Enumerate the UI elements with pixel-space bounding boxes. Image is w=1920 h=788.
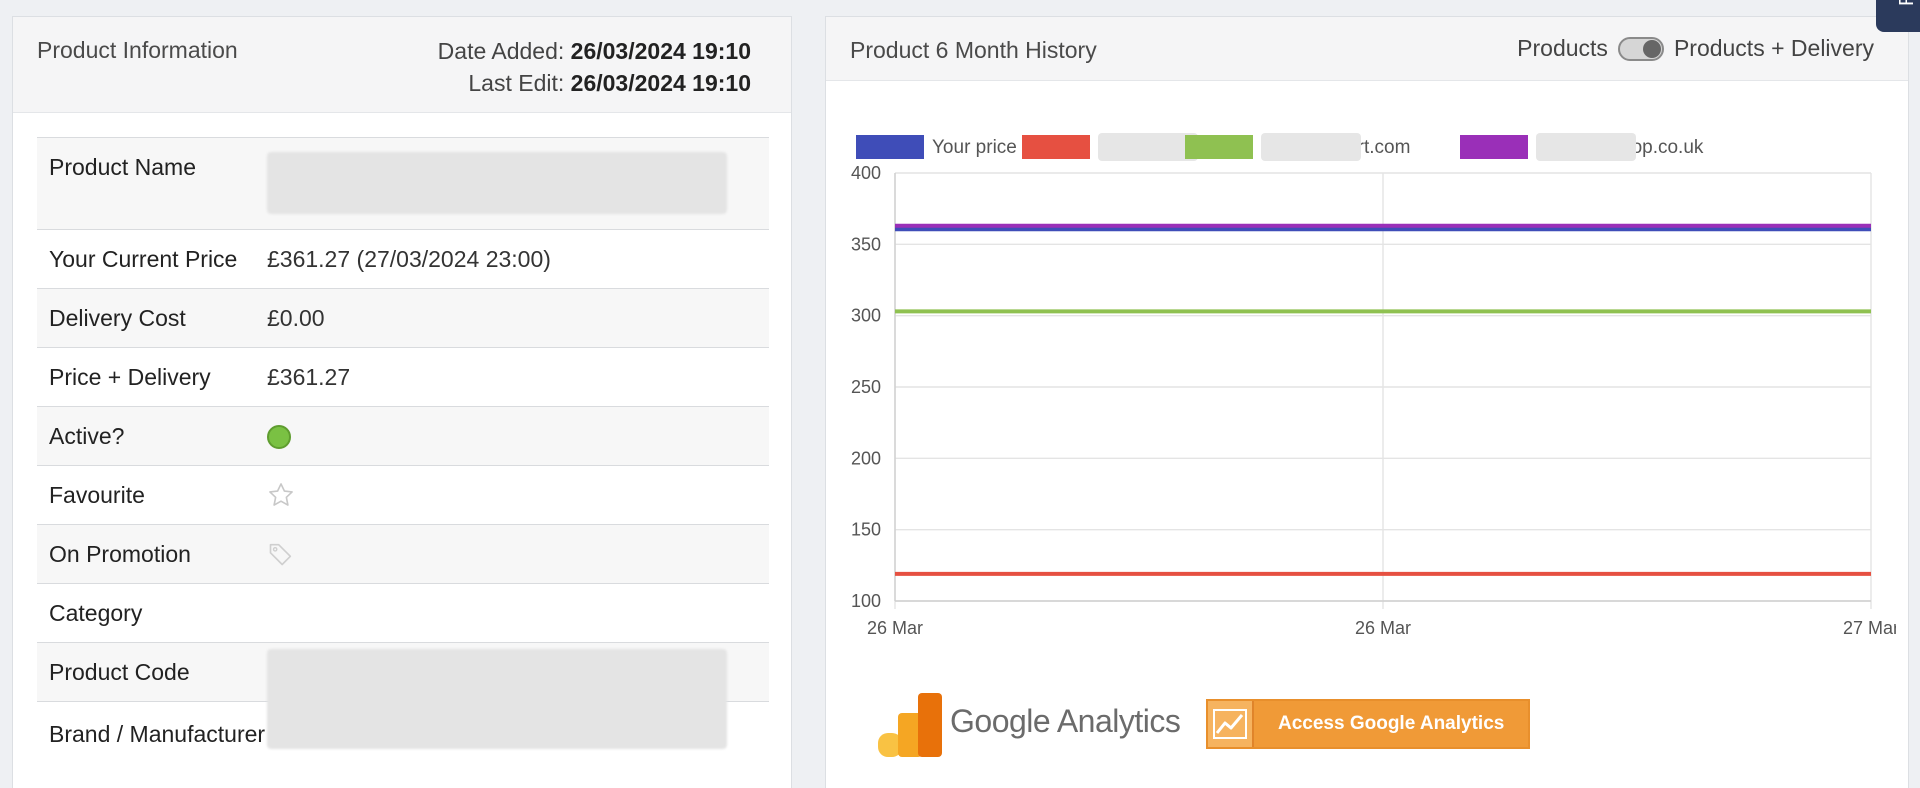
history-panel: Product 6 Month History Products Product… [825, 16, 1909, 788]
product-name-value [267, 137, 769, 230]
category-label: Category [37, 583, 267, 643]
google-analytics-icon [878, 693, 942, 757]
y-tick-label: 350 [851, 234, 881, 254]
brand-label: Brand / Manufacturer [37, 701, 267, 788]
side-tab[interactable]: Re [1876, 0, 1920, 32]
toggle-label-products[interactable]: Products [1517, 35, 1608, 61]
price-mode-toggle: Products Products + Delivery [1517, 35, 1874, 62]
y-tick-label: 200 [851, 448, 881, 468]
google-analytics-text: Google Analytics [950, 703, 1181, 739]
product-code-value [267, 642, 769, 749]
table-row: Active? [37, 406, 769, 466]
table-row: Favourite [37, 465, 769, 525]
table-row: Price + Delivery £361.27 [37, 347, 769, 407]
trend-chart-icon [1208, 701, 1254, 747]
y-tick-label: 150 [851, 520, 881, 540]
tag-icon[interactable] [267, 540, 295, 568]
active-status-icon [267, 425, 291, 450]
redacted-block [1261, 133, 1361, 161]
price-delivery-value: £361.27 [267, 347, 769, 407]
table-row: On Promotion [37, 524, 769, 584]
products-delivery-switch[interactable] [1617, 36, 1664, 61]
redacted-block [267, 649, 727, 749]
date-info: Date Added: 26/03/2024 19:10 Last Edit: … [438, 35, 751, 99]
legend-swatch [856, 135, 924, 159]
date-added-label: Date Added: [437, 38, 565, 64]
redacted-block [267, 152, 727, 214]
price-delivery-label: Price + Delivery [37, 347, 267, 407]
last-edit-label: Last Edit: [468, 70, 565, 96]
table-row: Category [37, 583, 769, 643]
history-title: Product 6 Month History [850, 37, 1097, 63]
category-value [267, 583, 769, 643]
legend-swatch [1460, 135, 1528, 159]
panel-header: Product 6 Month History Products Product… [826, 17, 1908, 81]
star-outline-icon[interactable] [267, 481, 295, 509]
y-tick-label: 100 [851, 591, 881, 611]
x-tick-label: 27 Mar [1843, 618, 1896, 638]
legend-swatch [1185, 135, 1253, 159]
favourite-label: Favourite [37, 465, 267, 525]
date-added-value: 26/03/2024 19:10 [570, 38, 751, 64]
delivery-cost-value: £0.00 [267, 288, 769, 348]
side-tab-label: Re [1896, 0, 1919, 6]
toggle-label-products-delivery[interactable]: Products + Delivery [1673, 35, 1874, 61]
delivery-cost-label: Delivery Cost [37, 288, 267, 348]
current-price-value: £361.27 (27/03/2024 23:00) [267, 229, 769, 289]
legend-swatch [1022, 135, 1090, 159]
product-information-panel: Product Information Date Added: 26/03/20… [12, 16, 792, 788]
access-google-analytics-button[interactable]: Access Google Analytics [1206, 699, 1530, 749]
current-price-label: Your Current Price [37, 229, 267, 289]
x-tick-label: 26 Mar [867, 618, 923, 638]
y-tick-label: 250 [851, 377, 881, 397]
panel-title: Product Information [37, 37, 238, 63]
table-row: Product Name [37, 137, 769, 230]
product-info-table: Product Name Your Current Price £361.27 … [37, 137, 769, 788]
google-analytics-logo: Google Analytics [876, 689, 1181, 764]
x-tick-label: 26 Mar [1355, 618, 1411, 638]
history-chart: Your priceeks.comsport.comsshop.co.uk100… [836, 107, 1899, 667]
product-name-label: Product Name [37, 137, 267, 230]
table-row: Your Current Price £361.27 (27/03/2024 2… [37, 229, 769, 289]
redacted-block [1098, 133, 1198, 161]
history-chart-svg: Your priceeks.comsport.comsshop.co.uk100… [851, 133, 1899, 638]
y-tick-label: 300 [851, 306, 881, 326]
y-tick-label: 400 [851, 163, 881, 183]
last-edit-value: 26/03/2024 19:10 [570, 70, 751, 96]
access-ga-label: Access Google Analytics [1278, 713, 1505, 734]
active-label: Active? [37, 406, 267, 466]
table-row: Delivery Cost £0.00 [37, 288, 769, 348]
on-promotion-label: On Promotion [37, 524, 267, 584]
redacted-block [1536, 133, 1636, 161]
table-row: Product Code [37, 642, 769, 749]
legend-label: Your price [932, 137, 1017, 158]
product-code-label: Product Code [37, 642, 267, 702]
panel-header: Product Information Date Added: 26/03/20… [13, 17, 791, 113]
